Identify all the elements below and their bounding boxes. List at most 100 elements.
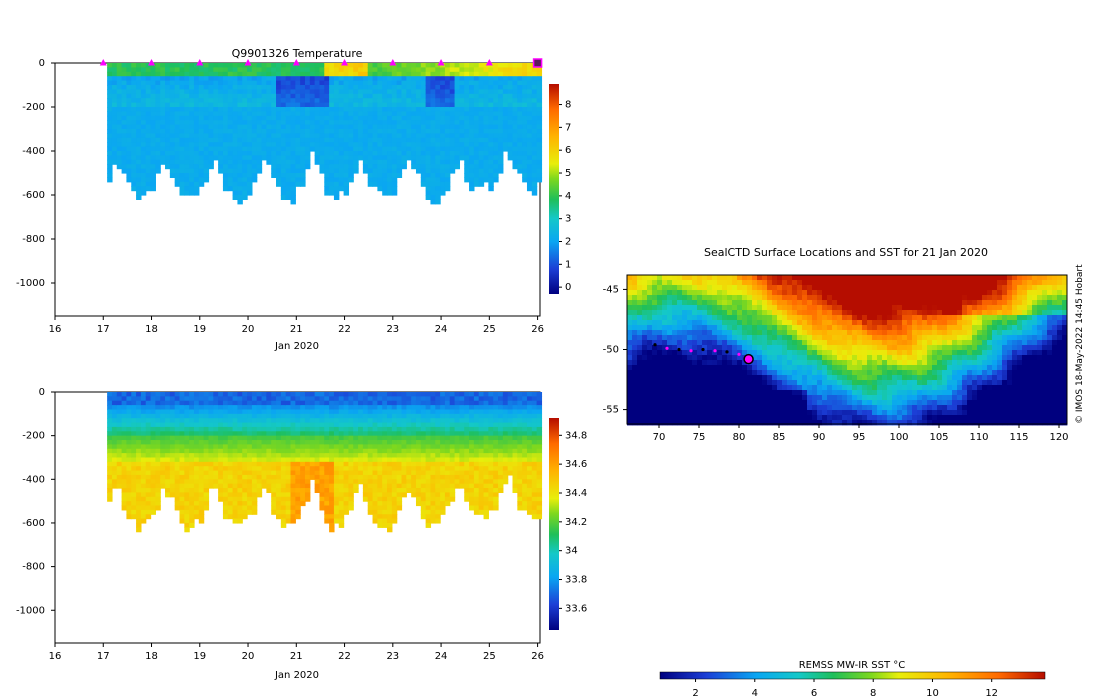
- section-cell: [512, 85, 518, 90]
- section-cell: [222, 129, 229, 134]
- section-cell: [145, 392, 152, 397]
- section-cell: [362, 479, 369, 485]
- section-cell: [276, 501, 282, 507]
- section-cell: [218, 396, 224, 402]
- section-cell: [440, 474, 446, 480]
- section-cell: [237, 418, 243, 424]
- section-cell: [256, 418, 263, 424]
- section-cell: [367, 115, 374, 121]
- section-cell: [483, 448, 489, 454]
- section-cell: [324, 396, 330, 402]
- section-cell: [266, 405, 272, 411]
- section-cell: [218, 409, 224, 415]
- section-cell: [401, 453, 407, 459]
- section-cell: [140, 409, 147, 415]
- section-cell: [415, 102, 422, 108]
- section-cell: [478, 107, 485, 112]
- section-cell: [358, 418, 364, 424]
- section-cell: [280, 396, 287, 402]
- section-cell: [348, 488, 354, 493]
- section-cell: [131, 80, 137, 86]
- section-cell: [338, 111, 345, 117]
- section-cell: [116, 422, 123, 428]
- section-cell: [165, 400, 171, 406]
- section-cell: [391, 448, 398, 454]
- section-cell: [444, 392, 451, 397]
- section-cell: [343, 177, 350, 183]
- section-cell: [140, 80, 147, 86]
- section-cell: [266, 488, 272, 493]
- section-cell: [121, 137, 128, 143]
- section-cell: [242, 474, 248, 480]
- section-cell: [111, 107, 118, 112]
- section-cell: [420, 63, 427, 68]
- section-cell: [242, 405, 248, 411]
- section-cell: [237, 461, 243, 467]
- section-cell: [382, 67, 388, 73]
- section-cell: [145, 155, 152, 161]
- section-cell: [300, 93, 306, 99]
- section-cell: [285, 93, 292, 99]
- section-cell: [367, 107, 374, 112]
- section-cell: [367, 392, 374, 397]
- section-cell: [526, 440, 533, 445]
- section-cell: [425, 151, 432, 156]
- section-cell: [401, 440, 407, 445]
- section-cell: [420, 413, 427, 419]
- section-cell: [145, 137, 152, 143]
- section-cell: [165, 142, 171, 148]
- section-cell: [242, 98, 248, 104]
- section-cell: [333, 435, 340, 441]
- section-cell: [517, 431, 523, 437]
- section-cell: [396, 168, 403, 174]
- section-cell: [251, 155, 258, 161]
- section-cell: [184, 448, 190, 454]
- section-cell: [126, 496, 132, 502]
- section-cell: [425, 418, 432, 424]
- section-cell: [329, 527, 335, 533]
- section-cell: [420, 111, 427, 117]
- section-cell: [131, 496, 137, 502]
- section-cell: [488, 133, 494, 139]
- section-cell: [309, 89, 316, 95]
- section-cell: [155, 392, 161, 397]
- section-cell: [362, 488, 369, 493]
- section-cell: [155, 426, 161, 432]
- section-cell: [247, 107, 253, 112]
- section-cell: [536, 76, 543, 82]
- section-cell: [478, 409, 485, 415]
- section-cell: [449, 409, 456, 415]
- section-cell: [343, 98, 350, 104]
- section-cell: [440, 98, 446, 104]
- section-cell: [261, 400, 267, 406]
- section-cell: [338, 518, 345, 524]
- section-cell: [309, 111, 316, 117]
- section-cell: [290, 413, 296, 419]
- section-cell: [459, 474, 465, 480]
- section-cell: [136, 89, 142, 95]
- section-cell: [145, 492, 152, 498]
- section-cell: [526, 76, 533, 82]
- section-cell: [415, 483, 422, 489]
- section-cell: [469, 479, 475, 485]
- section-cell: [367, 181, 374, 187]
- section-cell: [507, 409, 514, 415]
- section-cell: [387, 396, 393, 402]
- section-cell: [498, 142, 504, 148]
- section-cell: [319, 151, 325, 156]
- section-cell: [531, 190, 538, 196]
- section-cell: [348, 422, 354, 428]
- section-cell: [401, 115, 407, 121]
- section-cell: [155, 124, 161, 130]
- section-cell: [469, 392, 475, 397]
- section-cell: [415, 107, 422, 112]
- section-cell: [107, 431, 113, 437]
- section-cell: [242, 124, 248, 130]
- section-cell: [382, 466, 388, 472]
- section-cell: [401, 137, 407, 143]
- section-cell: [382, 120, 388, 126]
- section-cell: [391, 151, 398, 156]
- section-cell: [469, 173, 475, 178]
- section-cell: [193, 67, 200, 73]
- section-cell: [377, 159, 383, 165]
